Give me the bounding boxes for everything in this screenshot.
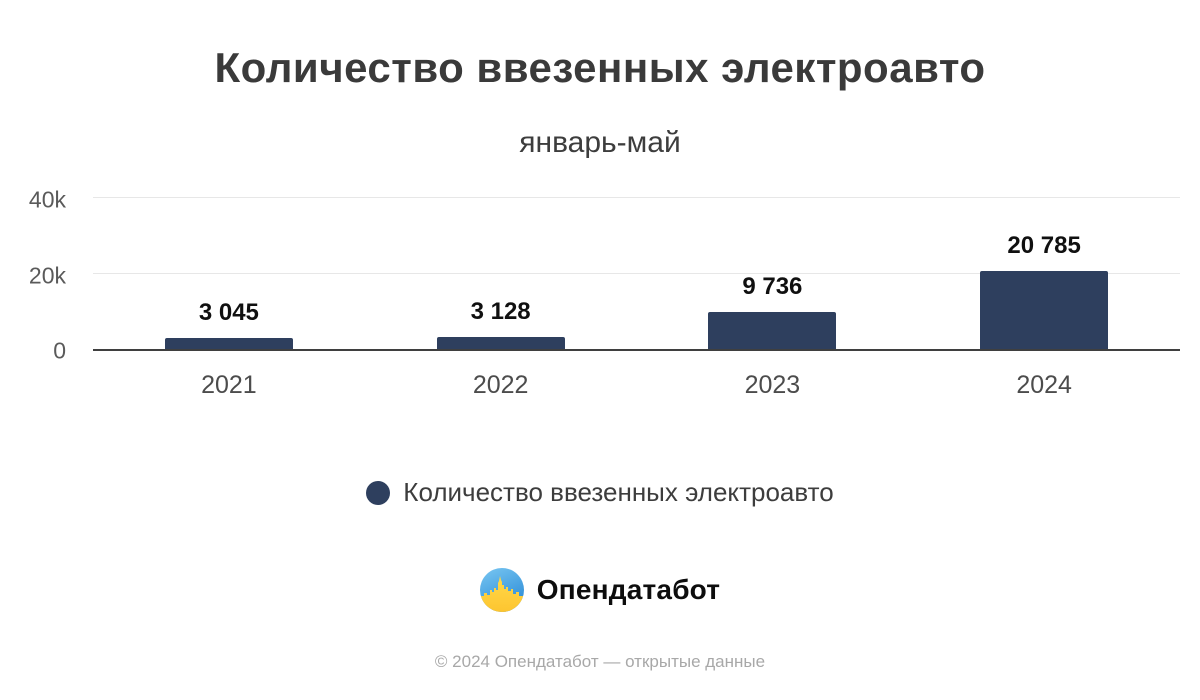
y-tick-label: 40k — [28, 186, 66, 213]
opendatabot-logo-text: Опендатабот — [536, 574, 721, 605]
bar-value-label: 9 736 — [742, 273, 803, 301]
chart-subtitle: январь-май — [519, 126, 681, 159]
gridline — [93, 272, 1180, 274]
y-tick-label: 20k — [28, 262, 66, 288]
bar-chart: 0 20k 40k 3 045 2021 3 128 2022 9 736 2023 20 78… — [0, 188, 1200, 399]
bar-group-2024: 20 785 2024 — [908, 200, 1180, 399]
x-tick-label: 2023 — [744, 371, 801, 399]
gridline — [93, 197, 1180, 198]
bar-2024 — [980, 271, 1109, 349]
y-axis: 0 20k 40k — [0, 188, 66, 362]
x-tick-label: 2024 — [1016, 371, 1072, 399]
chart-title: Количество ввезенных электроавто — [214, 44, 986, 91]
plot-area: 3 045 2021 3 128 2022 9 736 2023 20 785 2024 — [93, 197, 1180, 399]
legend: Количество ввезенных электроавто — [0, 477, 1200, 508]
bar-group-2021: 3 045 2021 — [93, 200, 365, 399]
opendatabot-logo-icon — [479, 568, 524, 612]
bar-group-2023: 9 736 2023 — [637, 200, 909, 399]
x-tick-label: 2022 — [472, 371, 529, 399]
y-tick-label: 0 — [53, 337, 66, 364]
legend-label: Количество ввезенных электроавто — [403, 477, 834, 507]
bar-value-label: 3 128 — [470, 298, 531, 326]
bar-2022 — [436, 337, 565, 349]
legend-marker-icon — [366, 480, 391, 505]
x-tick-label: 2021 — [201, 371, 257, 399]
bar-group-2022: 3 128 2022 — [365, 200, 637, 399]
copyright-text: © 2024 Опендатабот — открытые данные — [434, 652, 766, 671]
bar-2021 — [164, 338, 293, 349]
bar-value-label: 3 045 — [198, 299, 259, 327]
bar-2023 — [708, 312, 837, 349]
bar-value-label: 20 785 — [1007, 232, 1081, 260]
opendatabot-logo: Опендатабот — [0, 568, 1200, 612]
